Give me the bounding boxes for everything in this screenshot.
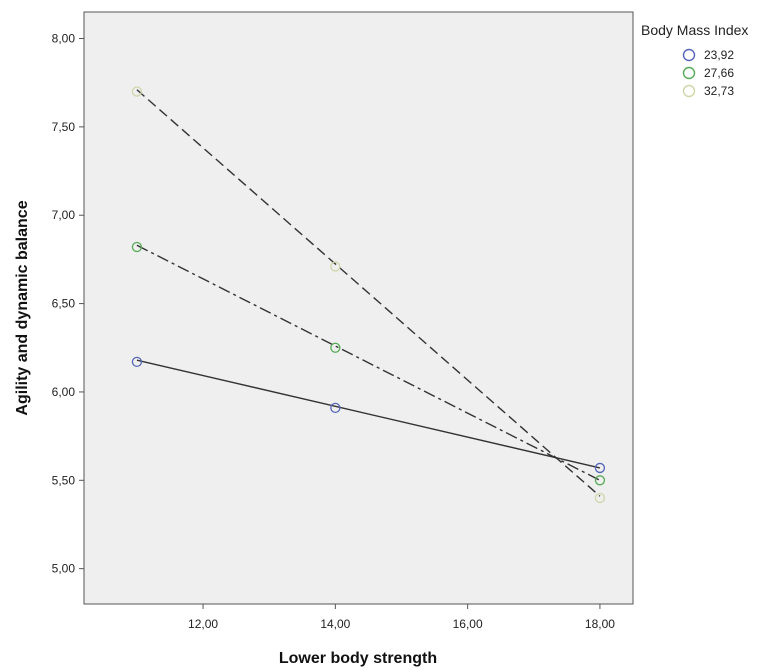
data-point: [330, 261, 341, 272]
data-point: [594, 462, 606, 474]
data-point: [594, 492, 606, 504]
plot-area: [83, 11, 634, 605]
data-points: [131, 86, 606, 504]
legend-label: 23,92: [704, 48, 734, 62]
x-tick-label: 14,00: [320, 617, 350, 631]
legend: 23,92 27,66 32,73: [682, 48, 734, 98]
legend-marker: [682, 66, 696, 80]
y-tick-label: 8,00: [52, 32, 76, 46]
fit-lines: [136, 89, 601, 497]
data-point: [131, 356, 143, 368]
x-tick-label: 12,00: [188, 617, 218, 631]
y-tick-label: 7,00: [52, 208, 76, 222]
y-tick-label: 6,00: [52, 385, 76, 399]
legend-marker: [682, 48, 696, 62]
legend-marker: [682, 84, 696, 98]
x-tick-label: 18,00: [585, 617, 615, 631]
data-point: [594, 475, 606, 486]
y-tick-label: 6,50: [52, 297, 76, 311]
y-axis-title: Agility and dynamic balance: [14, 200, 31, 415]
x-tick-label: 16,00: [453, 617, 483, 631]
fit-line: [136, 89, 601, 497]
y-tick-label: 5,50: [52, 473, 76, 487]
data-point: [131, 241, 143, 253]
legend-title: Body Mass Index: [641, 22, 748, 38]
y-tick-label: 7,50: [52, 120, 76, 134]
data-point: [330, 342, 341, 353]
y-tick-label: 5,00: [52, 562, 76, 576]
x-axis-title: Lower body strength: [279, 650, 437, 667]
fit-line: [136, 359, 601, 469]
axis-ticks: 12,00 14,00 16,00 18,00 5,00 5,50 6,00 6,50 7,00…: [52, 32, 616, 631]
data-point: [330, 402, 341, 413]
fit-line: [136, 244, 601, 481]
legend-label: 32,73: [704, 84, 734, 98]
legend-label: 27,66: [704, 66, 734, 80]
data-point: [131, 86, 143, 97]
